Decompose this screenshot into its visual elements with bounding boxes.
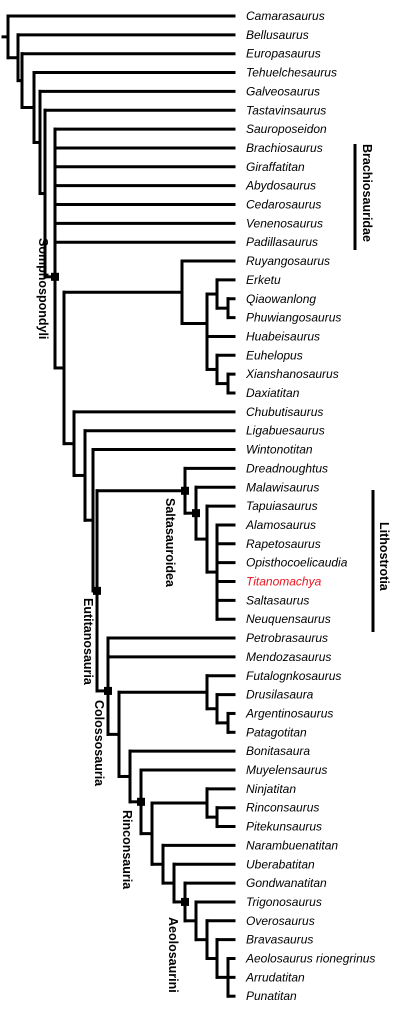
taxon-label: Aeolosaurus rionegrinus — [245, 952, 375, 966]
taxon-label: Venenosaurus — [246, 216, 323, 230]
taxon-label: Neuquensaurus — [246, 612, 331, 626]
colossosauria-label: Colossosauria — [92, 700, 106, 787]
taxon-label: Narambuenatitan — [246, 838, 338, 852]
taxon-label: Sauroposeidon — [246, 122, 327, 136]
taxon-label: Rapetosaurus — [246, 537, 321, 551]
taxon-label: Galveosaurus — [246, 84, 320, 98]
somphospondyli-label: Somphospondyli — [36, 238, 50, 339]
taxon-label: Bravasaurus — [246, 933, 313, 947]
taxon-label: Xianshanosaurus — [245, 367, 339, 381]
taxon-label: Erketu — [246, 273, 281, 287]
brachiosauridae-label: Brachiosauridae — [360, 144, 374, 242]
taxon-label: Huabeisaurus — [246, 329, 320, 343]
taxon-label: Patagotitan — [246, 725, 307, 739]
taxon-label: Camarasaurus — [246, 9, 325, 23]
branches — [1, 14, 236, 998]
taxon-label: Bellusaurus — [246, 28, 309, 42]
taxon-label: Argentinosaurus — [245, 706, 333, 720]
taxon-label: Brachiosaurus — [246, 141, 323, 155]
taxon-label: Petrobrasaurus — [246, 631, 328, 645]
taxon-label: Bonitasaura — [246, 744, 310, 758]
node-marker — [137, 797, 145, 806]
taxon-labels: Camarasaurus Bellusaurus Europasaurus Tehue… — [245, 9, 375, 1003]
taxon-label: Pitekunsaurus — [246, 820, 322, 834]
saltasauroidea-label: Saltasauroidea — [163, 498, 177, 588]
taxon-label: Uberabatitan — [246, 857, 315, 871]
taxon-label: Tapuiasaurus — [246, 499, 318, 513]
taxon-label: Malawisaurus — [246, 480, 319, 494]
taxon-label: Titanomachya — [246, 575, 322, 589]
taxon-label: Saltasaurus — [246, 593, 309, 607]
taxon-label: Dreadnoughtus — [246, 461, 328, 475]
aeolosaurini-label: Aeolosaurini — [166, 917, 180, 993]
eutitanosauria-label: Eutitanosauria — [81, 598, 95, 686]
node-marker — [51, 272, 59, 281]
taxon-label: Wintonotitan — [246, 443, 313, 457]
taxon-label: Punatitan — [246, 989, 297, 1003]
taxon-label: Overosaurus — [246, 914, 315, 928]
taxon-label: Muyelensaurus — [246, 763, 327, 777]
node-marker — [181, 486, 189, 495]
lithostrotia-label: Lithostrotia — [377, 522, 391, 592]
taxon-label: Abydosaurus — [245, 179, 316, 193]
node-markers — [51, 272, 200, 906]
taxon-label: Futalognkosaurus — [246, 669, 341, 683]
taxon-label: Cedarosaurus — [246, 198, 321, 212]
taxon-label: Ninjatitan — [246, 782, 296, 796]
taxon-label: Daxiatitan — [246, 386, 300, 400]
taxon-label: Ruyangosaurus — [246, 254, 330, 268]
taxon-label: Rinconsaurus — [246, 801, 319, 815]
taxon-label: Qiaowanlong — [246, 292, 316, 306]
node-marker — [93, 586, 101, 595]
taxon-label: Giraffatitan — [246, 160, 305, 174]
taxon-label: Tehuelchesaurus — [246, 66, 337, 80]
taxon-label: Opisthocoelicaudia — [246, 556, 348, 570]
taxon-label: Mendozasaurus — [246, 650, 331, 664]
node-marker — [181, 897, 189, 906]
taxon-label: Chubutisaurus — [246, 405, 323, 419]
taxon-label: Drusilasaura — [246, 688, 314, 702]
node-marker — [104, 686, 112, 695]
taxon-label: Ligabuesaurus — [246, 424, 325, 438]
taxon-label: Gondwanatitan — [246, 876, 327, 890]
taxon-label: Alamosaurus — [245, 518, 316, 532]
taxon-label: Phuwiangosaurus — [246, 311, 341, 325]
taxon-label: Tastavinsaurus — [246, 103, 326, 117]
taxon-label: Trigonosaurus — [246, 895, 322, 909]
taxon-label: Europasaurus — [246, 47, 321, 61]
taxon-label: Arrudatitan — [245, 970, 305, 984]
rinconsauria-label: Rinconsauria — [120, 810, 134, 890]
taxon-label: Euhelopus — [246, 348, 303, 362]
node-marker — [192, 509, 200, 518]
taxon-label: Padillasaurus — [246, 235, 318, 249]
